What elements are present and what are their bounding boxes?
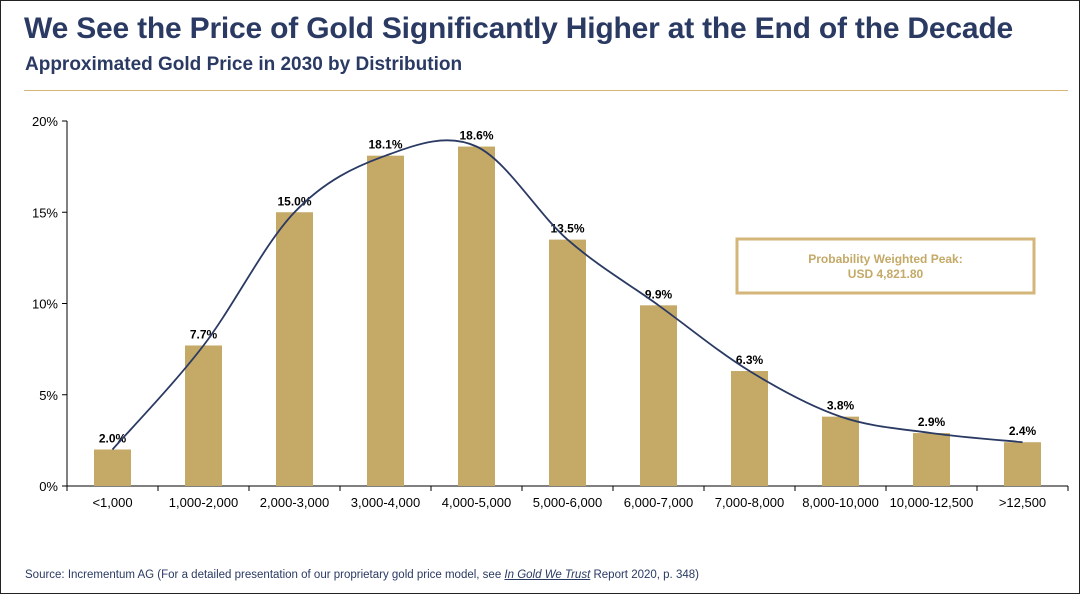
bars xyxy=(94,146,1041,487)
bar xyxy=(913,433,950,486)
bar xyxy=(276,212,313,486)
y-tick-label: 5% xyxy=(39,388,58,403)
source-reference-link[interactable]: In Gold We Trust xyxy=(504,569,591,581)
source-prefix: Source: Incrementum AG (For a detailed p… xyxy=(25,569,505,581)
page-subtitle: Approximated Gold Price in 2030 by Distr… xyxy=(25,54,463,75)
bar-value-label: 2.9% xyxy=(918,415,946,429)
y-tick-label: 15% xyxy=(32,205,58,220)
x-tick-label: 1,000-2,000 xyxy=(169,495,238,510)
title-divider xyxy=(24,90,1068,91)
bar xyxy=(94,449,131,486)
y-tick-label: 0% xyxy=(39,479,58,494)
bar-value-label: 18.1% xyxy=(368,138,402,152)
bar-value-label: 2.4% xyxy=(1009,424,1037,438)
bar xyxy=(185,345,222,486)
peak-annotation: Probability Weighted Peak: USD 4,821.80 xyxy=(735,237,1036,295)
bar-value-label: 18.6% xyxy=(459,129,493,143)
source-reference-rest: Report 2020, p. 348 xyxy=(590,569,696,581)
bar-value-label: 3.8% xyxy=(827,399,855,413)
bar xyxy=(1004,442,1041,486)
x-axis: <1,000 1,000-2,000 2,000-3,000 3,000-4,000 4… xyxy=(66,485,1069,510)
source-suffix: ) xyxy=(695,569,699,581)
distribution-curve xyxy=(111,139,1023,451)
x-tick-label: 5,000-6,000 xyxy=(533,495,602,510)
y-tick-label: 10% xyxy=(32,297,58,312)
x-tick-label: 6,000-7,000 xyxy=(624,495,693,510)
x-tick-label: 3,000-4,000 xyxy=(351,495,420,510)
x-tick-label: 10,000-12,500 xyxy=(890,495,974,510)
bar xyxy=(731,371,768,486)
y-tick-label: 20% xyxy=(32,114,58,129)
x-tick-label: 2,000-3,000 xyxy=(260,495,329,510)
bar xyxy=(640,305,677,486)
bar xyxy=(549,239,586,486)
bar-value-label: 6.3% xyxy=(736,353,764,367)
page-title: We See the Price of Gold Significantly H… xyxy=(24,12,1013,45)
peak-annotation-line2: USD 4,821.80 xyxy=(848,267,924,281)
x-tick-label: 8,000-10,000 xyxy=(802,495,879,510)
x-tick-label: 4,000-5,000 xyxy=(442,495,511,510)
bar-value-label: 7.7% xyxy=(190,327,218,341)
bar-value-label: 9.9% xyxy=(645,287,673,301)
distribution-curve-line xyxy=(111,139,1023,451)
source-note: Source: Incrementum AG (For a detailed p… xyxy=(25,569,699,581)
bar xyxy=(822,416,859,486)
bar xyxy=(458,146,495,487)
x-tick-label: 7,000-8,000 xyxy=(715,495,784,510)
bar xyxy=(367,155,404,487)
x-tick-label: >12,500 xyxy=(999,495,1046,510)
peak-annotation-line1: Probability Weighted Peak: xyxy=(808,252,962,266)
peak-annotation-box xyxy=(735,237,1036,295)
y-axis: 0% 5% 10% 15% 20% xyxy=(32,114,68,494)
x-tick-label: <1,000 xyxy=(92,495,132,510)
